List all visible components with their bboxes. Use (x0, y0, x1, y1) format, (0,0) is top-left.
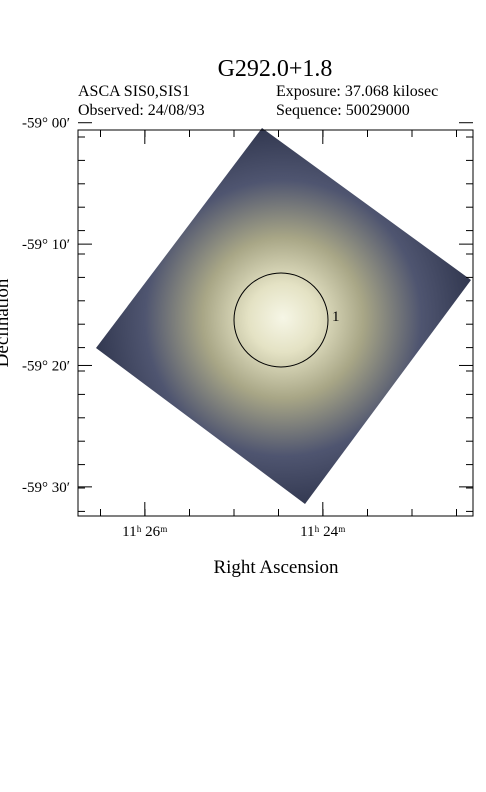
plot-frame (77, 129, 474, 517)
x-tick-label: 11ʰ 24ᵐ (300, 524, 346, 540)
chart-title: G292.0+1.8 (218, 56, 333, 82)
x-tick-label: 11ʰ 26ᵐ (122, 524, 168, 540)
observed: Observed: 24/08/93 (78, 102, 205, 119)
y-tick-label: -59° 00′ (22, 116, 70, 132)
exposure: Exposure: 37.068 kilosec (276, 83, 438, 100)
region-circle (233, 272, 329, 368)
instrument: ASCA SIS0,SIS1 (78, 83, 190, 100)
xray-image (96, 128, 471, 504)
y-tick-label: -59° 30′ (22, 480, 70, 496)
sequence: Sequence: 50029000 (276, 102, 410, 119)
y-tick-label: -59° 20′ (22, 358, 70, 374)
x-axis-label: Right Ascension (213, 557, 339, 578)
region-label: 1 (332, 309, 340, 325)
y-axis-label: Declination (0, 278, 13, 367)
y-tick-label: -59° 10′ (22, 237, 70, 253)
